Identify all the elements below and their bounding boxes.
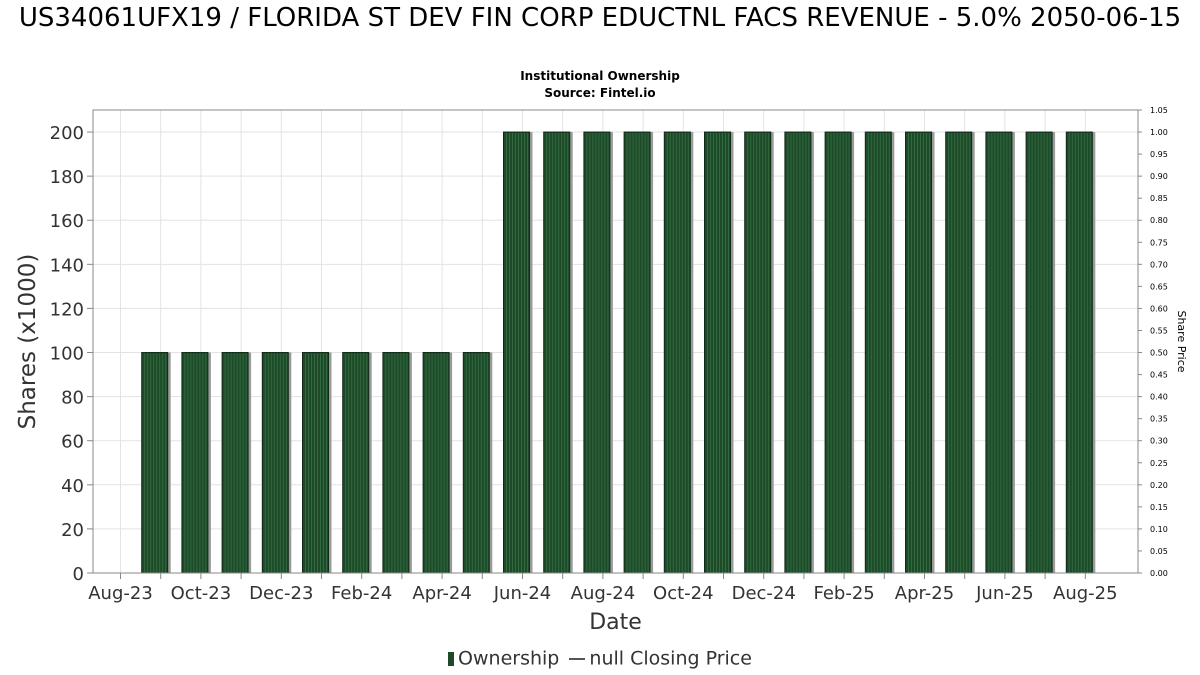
- bar: [663, 131, 691, 574]
- y2-tick-label: 0.80: [1150, 216, 1168, 225]
- bar: [382, 352, 410, 574]
- y-tick-label: 100: [50, 344, 84, 365]
- y-axis: 0 20 40 60 80 100 120 140 160 180 200: [50, 123, 93, 585]
- y2-tick-label: 0.75: [1150, 238, 1168, 247]
- legend-ownership-label: Ownership: [458, 647, 560, 670]
- bar: [945, 131, 973, 574]
- y2-tick-label: 0.25: [1150, 459, 1168, 468]
- y2-tick-label: 1.00: [1150, 128, 1168, 137]
- bar: [864, 131, 892, 574]
- y2-tick-label: 0.00: [1150, 569, 1168, 578]
- bar: [824, 131, 852, 574]
- x-tick-label: Oct-23: [171, 583, 232, 604]
- chart-subtitle: Institutional Ownership: [520, 69, 680, 83]
- x-tick-label: Feb-24: [331, 583, 392, 604]
- x-tick-label: Apr-25: [895, 583, 954, 604]
- bar: [543, 131, 571, 574]
- bar: [1025, 131, 1053, 574]
- x-tick-label: Dec-24: [732, 583, 796, 604]
- bar: [583, 131, 611, 574]
- x-tick-label: Feb-25: [813, 583, 874, 604]
- bar: [462, 352, 490, 574]
- bar: [1065, 131, 1093, 574]
- bar: [503, 131, 530, 574]
- x-tick-label: Jun-24: [493, 583, 552, 604]
- bar: [704, 131, 731, 574]
- bar: [261, 352, 289, 574]
- y2-tick-label: 0.10: [1150, 525, 1168, 534]
- bar: [302, 352, 329, 574]
- legend-ownership-swatch: [448, 651, 455, 666]
- y-tick-label: 160: [50, 211, 84, 232]
- bar: [905, 131, 932, 574]
- y-tick-label: 20: [61, 520, 84, 541]
- y2-axis: 0.00 0.05 0.10 0.15 0.20 0.25 0.30 0.35 0.40 0.45…: [1138, 106, 1168, 578]
- x-tick-label: Dec-23: [249, 583, 313, 604]
- bar: [221, 352, 249, 574]
- y2-tick-label: 0.60: [1150, 304, 1168, 313]
- y-tick-label: 60: [61, 432, 84, 453]
- y2-tick-label: 0.50: [1150, 349, 1168, 358]
- bars: [141, 131, 1096, 574]
- y2-axis-label: Share Price: [1175, 310, 1188, 372]
- y2-tick-label: 0.90: [1150, 172, 1168, 181]
- y2-tick-label: 0.15: [1150, 503, 1168, 512]
- plot-frame: [92, 109, 1139, 574]
- y2-tick-label: 0.95: [1150, 150, 1168, 159]
- x-tick-label: Jun-25: [975, 583, 1034, 604]
- y2-tick-label: 0.65: [1150, 282, 1168, 291]
- y2-tick-label: 0.85: [1150, 194, 1168, 203]
- y-tick-label: 120: [50, 299, 84, 320]
- y2-tick-label: 1.05: [1150, 106, 1168, 115]
- x-tick-label: Aug-25: [1053, 583, 1118, 604]
- y-tick-label: 40: [61, 476, 84, 497]
- bar: [623, 131, 651, 574]
- x-axis: Aug-23 Oct-23 Dec-23 Feb-24 Apr-24 Jun-24 Aug-…: [88, 573, 1118, 604]
- bar: [422, 352, 450, 574]
- legend-price-line: [569, 657, 586, 660]
- x-tick-label: Oct-24: [653, 583, 714, 604]
- bar: [784, 131, 812, 574]
- y2-tick-label: 0.70: [1150, 260, 1168, 269]
- y2-tick-label: 0.40: [1150, 393, 1168, 402]
- y2-tick-label: 0.55: [1150, 326, 1168, 335]
- bar: [985, 131, 1013, 574]
- y-tick-label: 0: [73, 564, 84, 585]
- bar: [342, 352, 370, 574]
- legend: Ownership null Closing Price: [0, 647, 1200, 670]
- chart-source: Source: Fintel.io: [544, 86, 656, 100]
- y2-tick-label: 0.45: [1150, 371, 1168, 380]
- y-tick-label: 140: [50, 255, 84, 276]
- x-tick-label: Aug-23: [88, 583, 153, 604]
- y2-tick-label: 0.30: [1150, 437, 1168, 446]
- y2-tick-label: 0.20: [1150, 481, 1168, 490]
- y2-tick-label: 0.05: [1150, 547, 1168, 556]
- x-tick-label: Apr-24: [412, 583, 471, 604]
- bar: [141, 352, 169, 574]
- y2-tick-label: 0.35: [1150, 415, 1168, 424]
- y-tick-label: 200: [50, 123, 84, 144]
- y-tick-label: 180: [50, 167, 84, 188]
- y-tick-label: 80: [61, 388, 84, 409]
- chart-title: US34061UFX19 / FLORIDA ST DEV FIN CORP E…: [18, 3, 1182, 33]
- bar: [744, 131, 772, 574]
- bar: [181, 352, 209, 574]
- x-axis-label: Date: [589, 610, 642, 635]
- y-axis-label: Shares (x1000): [15, 254, 41, 430]
- x-tick-label: Aug-24: [571, 583, 636, 604]
- legend-price-label: null Closing Price: [589, 647, 752, 670]
